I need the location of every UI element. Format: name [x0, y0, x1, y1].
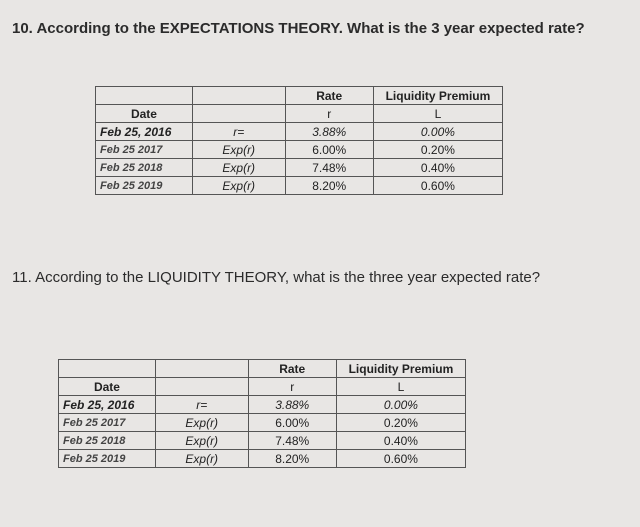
- rate-cell: 7.48%: [284, 158, 374, 177]
- blank-cell: [191, 104, 286, 123]
- date-cell: Feb 25, 2016: [95, 122, 193, 141]
- r-symbol: r: [247, 377, 337, 396]
- table-row: Feb 25 2017 Exp(r) 6.00% 0.20%: [95, 140, 504, 159]
- r-cell: r=: [154, 395, 249, 414]
- date-cell: Feb 25 2019: [95, 176, 193, 195]
- l-symbol: L: [372, 104, 504, 123]
- l-symbol: L: [335, 377, 467, 396]
- table-subheader-row: Date r L: [58, 377, 467, 396]
- rate-cell: 7.48%: [247, 431, 337, 450]
- r-cell: Exp(r): [191, 158, 286, 177]
- premium-cell: 0.00%: [372, 122, 504, 141]
- liquidity-premium-header: Liquidity Premium: [335, 359, 467, 378]
- question-11-text: 11. According to the LIQUIDITY THEORY, w…: [12, 269, 541, 286]
- table-header-row: Rate Liquidity Premium: [95, 86, 504, 105]
- table-row: Feb 25 2017 Exp(r) 6.00% 0.20%: [58, 413, 467, 432]
- r-cell: Exp(r): [154, 413, 249, 432]
- rate-cell: 3.88%: [284, 122, 374, 141]
- date-cell: Feb 25 2018: [58, 431, 156, 450]
- r-cell: Exp(r): [154, 431, 249, 450]
- premium-cell: 0.40%: [335, 431, 467, 450]
- table-row: Feb 25 2019 Exp(r) 8.20% 0.60%: [58, 449, 467, 468]
- blank-cell: [154, 359, 249, 378]
- rate-cell: 6.00%: [247, 413, 337, 432]
- date-cell: Feb 25 2018: [95, 158, 193, 177]
- rate-header: Rate: [247, 359, 337, 378]
- premium-cell: 0.00%: [335, 395, 467, 414]
- liquidity-premium-header: Liquidity Premium: [372, 86, 504, 105]
- date-cell: Feb 25 2017: [95, 140, 193, 159]
- date-cell: Feb 25 2017: [58, 413, 156, 432]
- r-cell: Exp(r): [191, 140, 286, 159]
- r-symbol: r: [284, 104, 374, 123]
- rate-cell: 8.20%: [247, 449, 337, 468]
- premium-cell: 0.20%: [372, 140, 504, 159]
- table-row: Feb 25, 2016 r= 3.88% 0.00%: [95, 122, 504, 141]
- table-subheader-row: Date r L: [95, 104, 504, 123]
- date-header: Date: [95, 104, 193, 123]
- blank-cell: [191, 86, 286, 105]
- rate-cell: 6.00%: [284, 140, 374, 159]
- premium-cell: 0.60%: [372, 176, 504, 195]
- premium-cell: 0.60%: [335, 449, 467, 468]
- question-10-text: 10. According to the EXPECTATIONS THEORY…: [12, 20, 585, 37]
- date-cell: Feb 25 2019: [58, 449, 156, 468]
- table-row: Feb 25 2018 Exp(r) 7.48% 0.40%: [58, 431, 467, 450]
- blank-cell: [58, 359, 156, 378]
- table-header-row: Rate Liquidity Premium: [58, 359, 467, 378]
- rate-header: Rate: [284, 86, 374, 105]
- date-cell: Feb 25, 2016: [58, 395, 156, 414]
- table-row: Feb 25, 2016 r= 3.88% 0.00%: [58, 395, 467, 414]
- table-row: Feb 25 2018 Exp(r) 7.48% 0.40%: [95, 158, 504, 177]
- r-cell: r=: [191, 122, 286, 141]
- premium-cell: 0.40%: [372, 158, 504, 177]
- blank-cell: [95, 86, 193, 105]
- rate-cell: 8.20%: [284, 176, 374, 195]
- rates-table-2: Rate Liquidity Premium Date r L Feb 25, …: [58, 359, 467, 468]
- r-cell: Exp(r): [191, 176, 286, 195]
- r-cell: Exp(r): [154, 449, 249, 468]
- rates-table-1: Rate Liquidity Premium Date r L Feb 25, …: [95, 86, 504, 195]
- blank-cell: [154, 377, 249, 396]
- table-row: Feb 25 2019 Exp(r) 8.20% 0.60%: [95, 176, 504, 195]
- rate-cell: 3.88%: [247, 395, 337, 414]
- premium-cell: 0.20%: [335, 413, 467, 432]
- date-header: Date: [58, 377, 156, 396]
